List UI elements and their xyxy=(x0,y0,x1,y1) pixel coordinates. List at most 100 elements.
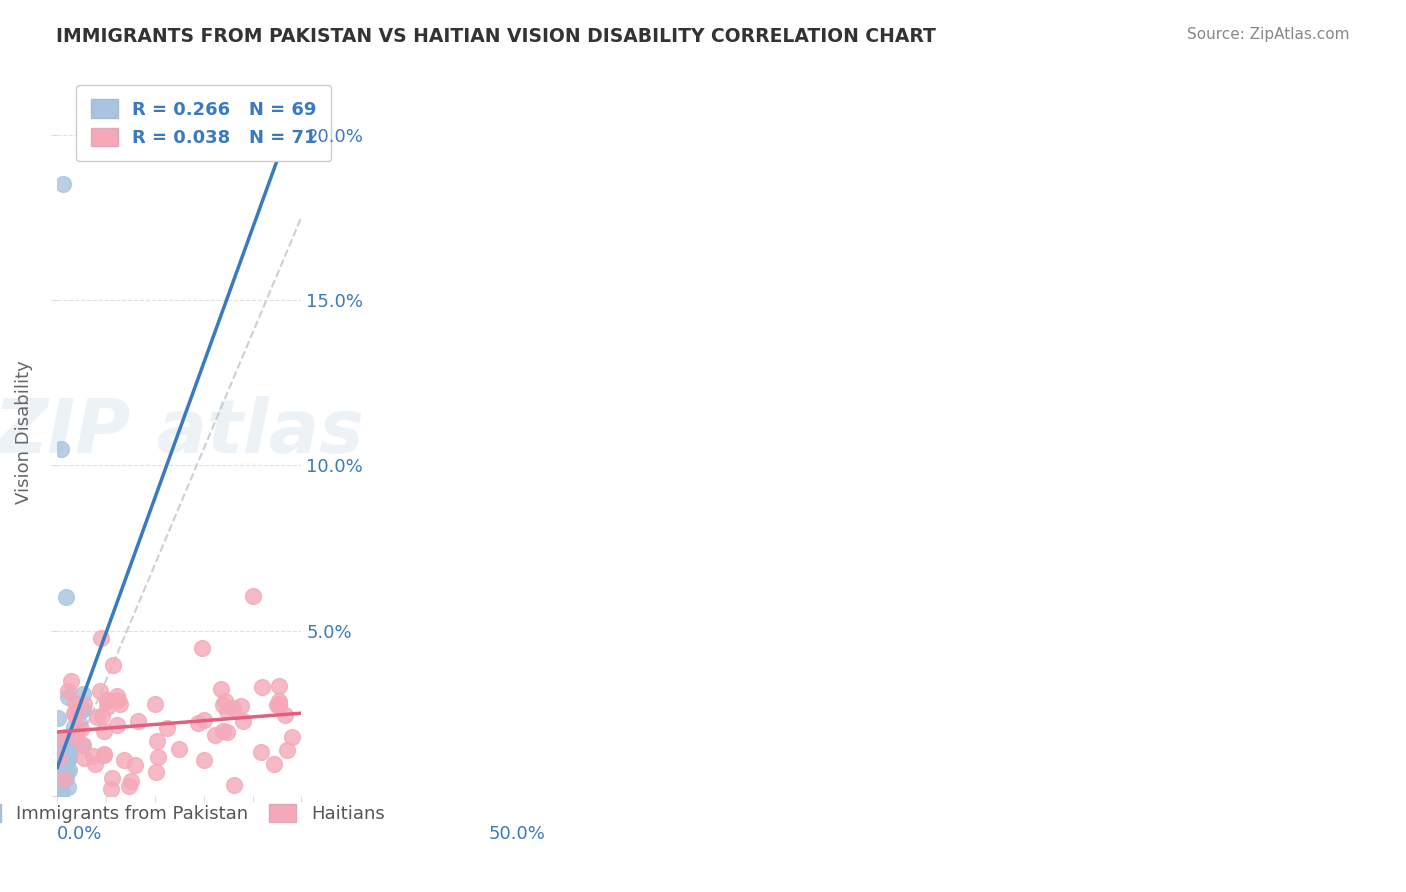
Point xyxy=(63,696,86,710)
Point xyxy=(46,758,69,772)
Point xyxy=(48,789,70,803)
Point xyxy=(217,724,239,739)
Text: 50.0%: 50.0% xyxy=(488,825,546,843)
Point xyxy=(96,692,118,706)
Point xyxy=(269,680,291,694)
Point xyxy=(46,774,69,789)
Point xyxy=(124,757,146,772)
Point xyxy=(51,746,73,760)
Point xyxy=(55,764,77,778)
Point xyxy=(49,753,72,767)
Point xyxy=(48,753,70,767)
Point xyxy=(53,772,76,786)
Point xyxy=(52,772,75,787)
Point xyxy=(231,699,253,714)
Point xyxy=(211,698,233,713)
Point xyxy=(46,773,69,788)
Point xyxy=(93,723,115,738)
Point xyxy=(56,684,79,698)
Point xyxy=(51,765,73,780)
Point xyxy=(56,780,79,795)
Point xyxy=(267,694,290,708)
Point xyxy=(49,754,72,768)
Point xyxy=(127,714,149,729)
Point xyxy=(145,764,167,779)
Point xyxy=(143,697,166,711)
Point xyxy=(58,747,80,762)
Point xyxy=(46,763,69,777)
Point xyxy=(96,700,118,714)
Point xyxy=(46,789,69,803)
Point xyxy=(49,775,72,789)
Point xyxy=(70,703,93,717)
Legend: Immigrants from Pakistan, Haitians: Immigrants from Pakistan, Haitians xyxy=(0,789,399,838)
Point xyxy=(48,711,70,725)
Point xyxy=(51,785,73,799)
Point xyxy=(212,724,235,739)
Point xyxy=(66,722,89,736)
Point xyxy=(250,745,273,759)
Point xyxy=(156,722,179,736)
Point xyxy=(169,742,191,756)
Point xyxy=(274,708,297,723)
Text: Source: ZipAtlas.com: Source: ZipAtlas.com xyxy=(1187,27,1350,42)
Point xyxy=(107,693,129,707)
Point xyxy=(59,674,82,689)
Point xyxy=(56,690,79,704)
Point xyxy=(53,730,76,744)
Point xyxy=(49,731,72,746)
Point xyxy=(145,734,167,748)
Point xyxy=(91,709,114,723)
Point xyxy=(52,772,75,786)
Point xyxy=(49,782,72,797)
Point xyxy=(101,658,124,673)
Point xyxy=(67,715,90,730)
Point xyxy=(72,687,94,701)
Point xyxy=(83,756,105,771)
Point xyxy=(93,748,115,763)
Point xyxy=(70,738,93,752)
Point xyxy=(222,701,245,715)
Point xyxy=(46,781,69,796)
Point xyxy=(100,782,122,797)
Point xyxy=(82,748,104,763)
Point xyxy=(193,713,215,727)
Text: IMMIGRANTS FROM PAKISTAN VS HAITIAN VISION DISABILITY CORRELATION CHART: IMMIGRANTS FROM PAKISTAN VS HAITIAN VISI… xyxy=(56,27,936,45)
Point xyxy=(51,764,73,778)
Point xyxy=(49,771,72,785)
Point xyxy=(72,701,94,715)
Point xyxy=(48,783,70,797)
Point xyxy=(48,789,70,803)
Point xyxy=(55,741,77,756)
Point xyxy=(263,756,285,771)
Point xyxy=(90,632,112,646)
Point xyxy=(89,683,111,698)
Point xyxy=(73,697,96,711)
Point xyxy=(276,743,298,757)
Point xyxy=(96,694,118,708)
Point xyxy=(48,751,70,765)
Point xyxy=(252,680,274,694)
Point xyxy=(209,682,232,697)
Point xyxy=(108,697,131,711)
Point xyxy=(63,720,86,734)
Point xyxy=(280,731,302,745)
Point xyxy=(48,768,70,782)
Point xyxy=(222,779,245,793)
Point xyxy=(72,738,94,752)
Point xyxy=(73,751,96,765)
Point xyxy=(46,784,69,798)
Point xyxy=(49,741,72,756)
Point xyxy=(48,756,70,771)
Point xyxy=(48,771,70,785)
Point xyxy=(46,786,69,800)
Point xyxy=(58,753,80,767)
Point xyxy=(93,747,115,761)
Point xyxy=(51,756,73,770)
Point xyxy=(266,698,288,713)
Point xyxy=(193,753,215,767)
Point xyxy=(86,710,108,724)
Point xyxy=(148,750,170,764)
Point xyxy=(58,749,80,764)
Point xyxy=(191,641,214,656)
